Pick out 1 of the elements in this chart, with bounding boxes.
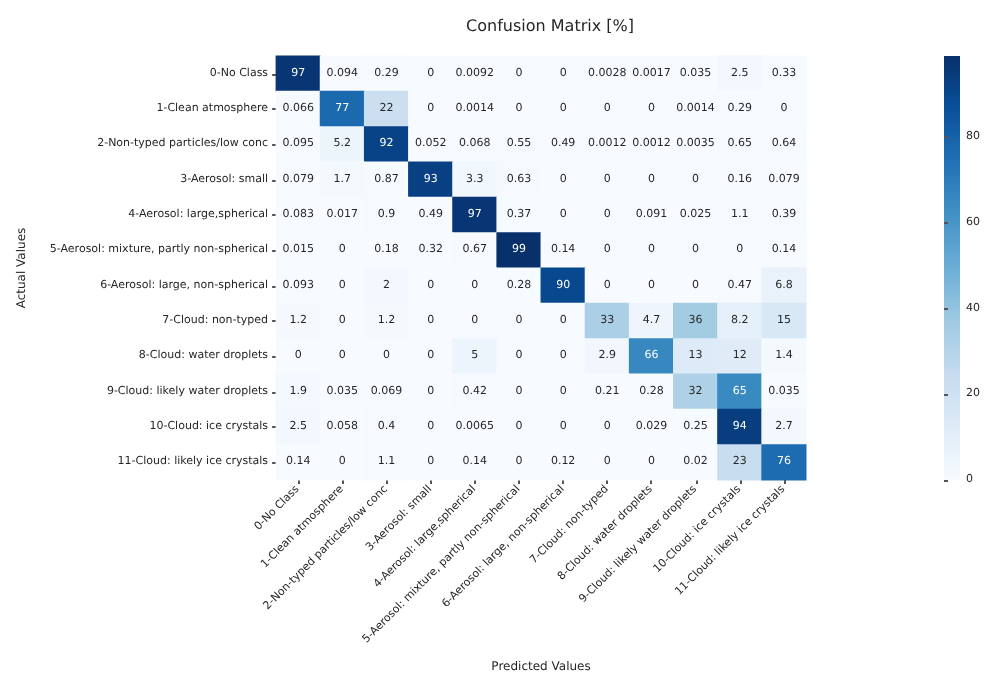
chart-title: Confusion Matrix [%] xyxy=(466,17,634,35)
